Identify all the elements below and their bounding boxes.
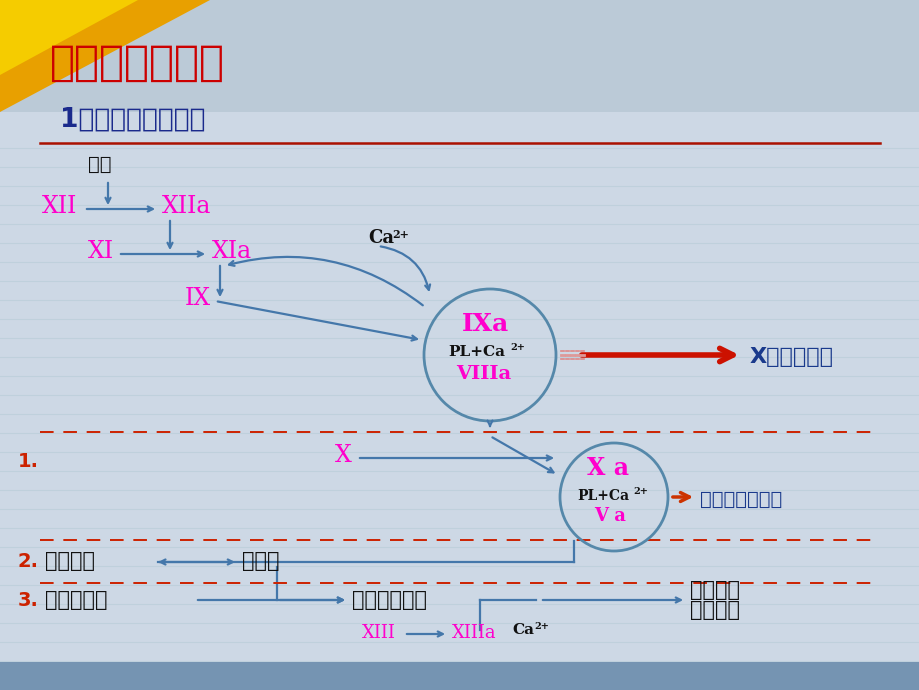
Text: 胶原: 胶原 [88,155,111,174]
Text: IX: IX [185,287,210,310]
Polygon shape [0,0,138,75]
Text: 交联纤维: 交联纤维 [689,580,739,600]
Text: XI: XI [88,240,114,263]
Text: XIIIa: XIIIa [451,624,496,642]
Text: PL+Ca: PL+Ca [576,489,629,503]
Text: Ca: Ca [512,623,533,637]
Polygon shape [0,0,210,112]
Text: 3.: 3. [18,591,39,610]
Text: X a: X a [586,456,629,480]
Text: 2+: 2+ [391,229,408,240]
Text: 纤维蛋白原: 纤维蛋白原 [45,590,108,610]
Text: VIIIa: VIIIa [456,365,511,383]
Text: 蛋白凝块: 蛋白凝块 [689,600,739,620]
Text: IXa: IXa [461,312,509,336]
Bar [0,662,919,690]
Text: 凝血酶原: 凝血酶原 [45,551,95,571]
Text: X因子激活物: X因子激活物 [749,347,834,367]
Text: 凝血系统的激活: 凝血系统的激活 [50,42,225,84]
Text: PL+Ca: PL+Ca [448,345,505,359]
Text: 1．内源性凝血系统: 1．内源性凝血系统 [60,107,205,133]
Bar [0,0,919,112]
Text: X: X [335,444,351,467]
Text: 2.: 2. [18,552,39,571]
Text: 凝血酶原激活物: 凝血酶原激活物 [699,490,781,509]
Text: 2+: 2+ [509,343,525,352]
Text: 纤维蛋白单体: 纤维蛋白单体 [352,590,426,610]
Text: 2+: 2+ [533,622,549,631]
Text: XIII: XIII [361,624,395,642]
Text: XIIa: XIIa [162,195,211,218]
Text: 2+: 2+ [632,487,647,496]
Text: V a: V a [594,507,625,525]
Text: 1.: 1. [18,452,39,471]
Text: 凝血酶: 凝血酶 [242,551,279,571]
Text: XIa: XIa [211,240,252,263]
Text: Ca: Ca [368,229,393,247]
Text: XII: XII [42,195,77,218]
